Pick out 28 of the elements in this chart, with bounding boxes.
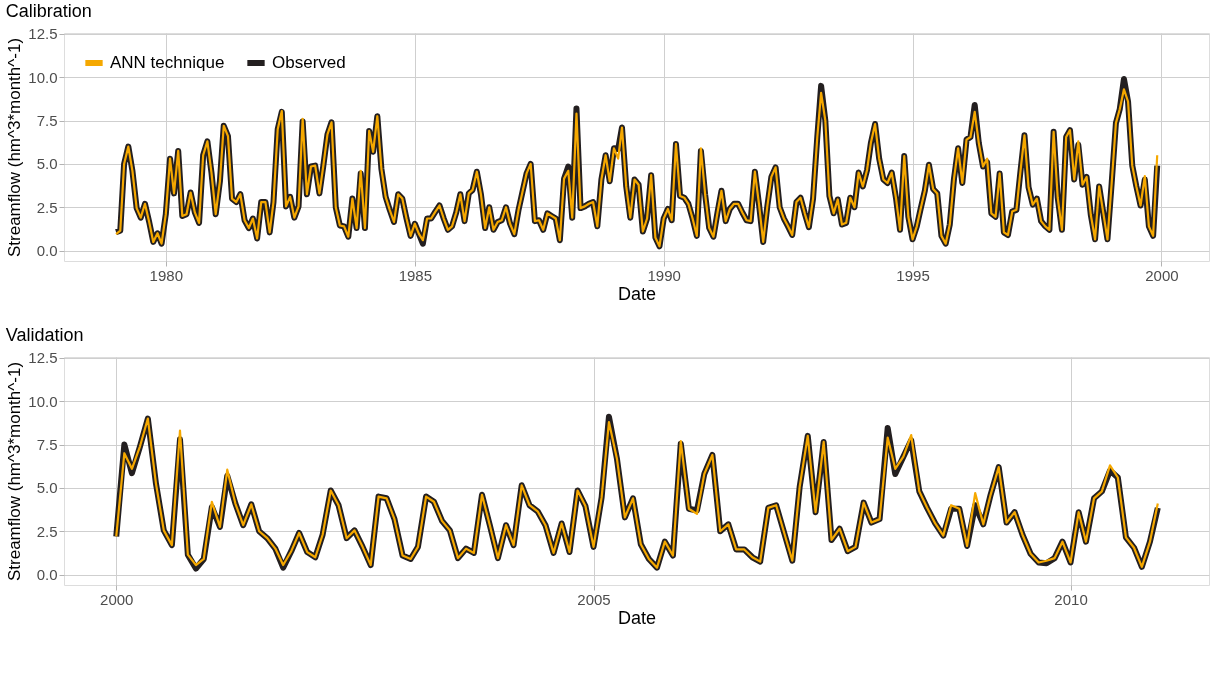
x-tick-label: 1990 bbox=[647, 266, 681, 284]
x-tick-label: 2000 bbox=[1145, 266, 1179, 284]
y-tick-label: 2.5 bbox=[36, 522, 58, 540]
y-tick-label: 0.0 bbox=[36, 242, 58, 260]
y-tick-label: 2.5 bbox=[36, 198, 58, 216]
chart-title: Calibration bbox=[5, 0, 92, 21]
y-tick-label: 5.0 bbox=[36, 479, 58, 497]
legend-label: Observed bbox=[272, 53, 346, 72]
y-tick-label: 7.5 bbox=[36, 112, 58, 130]
y-tick-label: 10.0 bbox=[28, 68, 58, 86]
legend-label: ANN technique bbox=[110, 53, 225, 72]
x-tick-label: 2005 bbox=[577, 590, 611, 608]
y-axis-title: Streamflow (hm^3*month^-1) bbox=[5, 361, 25, 582]
y-tick-label: 10.0 bbox=[28, 392, 58, 410]
x-axis-title: Date bbox=[617, 283, 657, 304]
x-tick-label: 2010 bbox=[1054, 590, 1088, 608]
x-tick-label: 2000 bbox=[100, 590, 134, 608]
y-axis-title: Streamflow (hm^3*month^-1) bbox=[5, 37, 25, 258]
x-tick-label: 1985 bbox=[398, 266, 433, 284]
y-tick-label: 7.5 bbox=[36, 436, 58, 454]
y-tick-label: 0.0 bbox=[36, 566, 58, 584]
y-tick-label: 12.5 bbox=[28, 349, 58, 367]
x-tick-label: 1980 bbox=[149, 266, 183, 284]
x-axis-title: Date bbox=[617, 607, 657, 628]
x-tick-label: 1995 bbox=[896, 266, 930, 284]
y-tick-label: 5.0 bbox=[36, 155, 58, 173]
y-tick-label: 12.5 bbox=[28, 25, 58, 43]
chart-title: Validation bbox=[5, 324, 84, 345]
